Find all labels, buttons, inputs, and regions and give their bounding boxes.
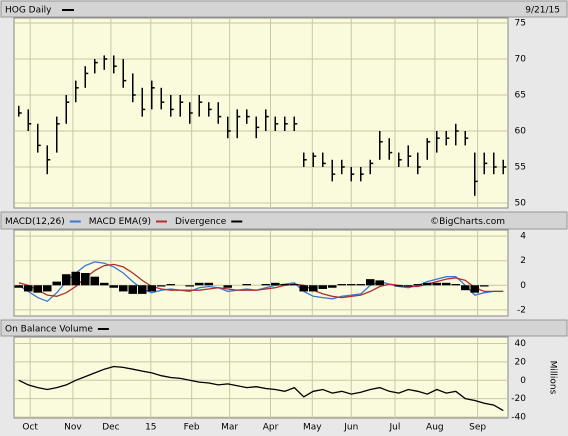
histogram-bar	[194, 282, 204, 286]
histogram-bar	[289, 284, 299, 286]
histogram-bar	[299, 285, 309, 292]
histogram-bar	[223, 285, 233, 288]
panel-header	[0, 319, 568, 337]
x-tick-label: 15	[145, 423, 156, 433]
histogram-bar	[204, 282, 214, 286]
panel-header	[0, 0, 568, 18]
histogram-bar	[128, 285, 138, 294]
x-tick-label: Aug	[426, 423, 444, 433]
histogram-bar	[327, 285, 337, 288]
plot-area	[13, 336, 509, 419]
histogram-bar	[118, 285, 128, 292]
histogram-bar	[14, 285, 24, 288]
y-axis-label: Millions	[548, 361, 558, 395]
y-tick-label: 4	[520, 232, 526, 242]
histogram-bar	[479, 285, 489, 287]
x-tick-label: Jun	[343, 423, 358, 433]
y-tick-label: -40	[511, 413, 526, 423]
histogram-bar	[80, 273, 90, 286]
histogram-bar	[346, 284, 356, 286]
x-tick-label: Sep	[469, 423, 486, 433]
y-tick-label: 65	[515, 91, 526, 101]
y-tick-label: 60	[515, 126, 527, 136]
legend-label: MACD EMA(9)	[89, 217, 151, 227]
y-tick-label: 55	[515, 162, 526, 172]
x-tick-label: Mar	[221, 423, 238, 433]
source-label: ©BigCharts.com	[430, 217, 505, 227]
y-tick-label: -20	[511, 394, 526, 404]
histogram-bar	[23, 285, 33, 292]
y-tick-label: 50	[515, 198, 527, 208]
histogram-bar	[61, 274, 71, 286]
y-tick-label: 2	[520, 256, 526, 266]
chart-date: 9/21/15	[525, 6, 560, 16]
x-tick-label: Nov	[64, 423, 82, 433]
histogram-bar	[261, 284, 271, 286]
panel-header	[0, 211, 568, 230]
histogram-bar	[356, 284, 366, 286]
series-line	[18, 365, 504, 412]
histogram-bar	[185, 285, 195, 287]
histogram-bar	[365, 279, 375, 286]
histogram-bar	[242, 284, 252, 286]
histogram-bar	[441, 282, 451, 286]
histogram-bar	[147, 285, 157, 292]
histogram-bar	[280, 284, 290, 286]
histogram-bar	[166, 284, 176, 286]
histogram-bar	[413, 284, 423, 286]
y-tick-label: 75	[515, 19, 526, 29]
histogram-bar	[270, 282, 280, 286]
plot-area	[13, 229, 509, 317]
series-line	[18, 263, 504, 299]
histogram-bar	[90, 276, 100, 286]
histogram-bar	[460, 285, 470, 291]
histogram-bar	[403, 285, 413, 287]
histogram-bar	[52, 281, 62, 286]
legend-label: MACD(12,26)	[5, 217, 65, 227]
histogram-bar	[422, 282, 432, 286]
histogram-bar	[71, 271, 81, 286]
x-tick-label: Apr	[263, 423, 279, 433]
histogram-bar	[99, 282, 109, 286]
y-tick-label: 40	[515, 339, 527, 349]
chart-title: HOG Daily	[5, 6, 52, 16]
histogram-bar	[451, 284, 461, 286]
histogram-bar	[137, 285, 147, 294]
plot-area	[13, 17, 509, 209]
histogram-bar	[470, 285, 480, 293]
histogram-bar	[375, 280, 385, 286]
legend-label: On Balance Volume	[5, 325, 93, 335]
histogram-bar	[308, 285, 318, 292]
y-tick-label: 70	[515, 55, 527, 65]
x-tick-label: May	[303, 423, 322, 433]
legend-label: Divergence	[175, 217, 227, 227]
y-tick-label: 20	[515, 357, 527, 367]
histogram-bar	[42, 285, 52, 292]
histogram-bar	[337, 284, 347, 286]
histogram-bar	[432, 282, 442, 286]
y-tick-label: 0	[520, 281, 526, 291]
x-tick-label: Oct	[22, 423, 38, 433]
x-tick-label: Dec	[102, 423, 119, 433]
histogram-bar	[33, 285, 43, 293]
histogram-bar	[156, 285, 166, 287]
y-tick-label: 0	[520, 376, 526, 386]
x-tick-label: Jul	[389, 423, 401, 433]
x-tick-label: Feb	[184, 423, 200, 433]
y-tick-label: -2	[517, 305, 526, 315]
histogram-bar	[394, 285, 404, 287]
histogram-bar	[318, 285, 328, 289]
histogram-bar	[109, 285, 119, 288]
